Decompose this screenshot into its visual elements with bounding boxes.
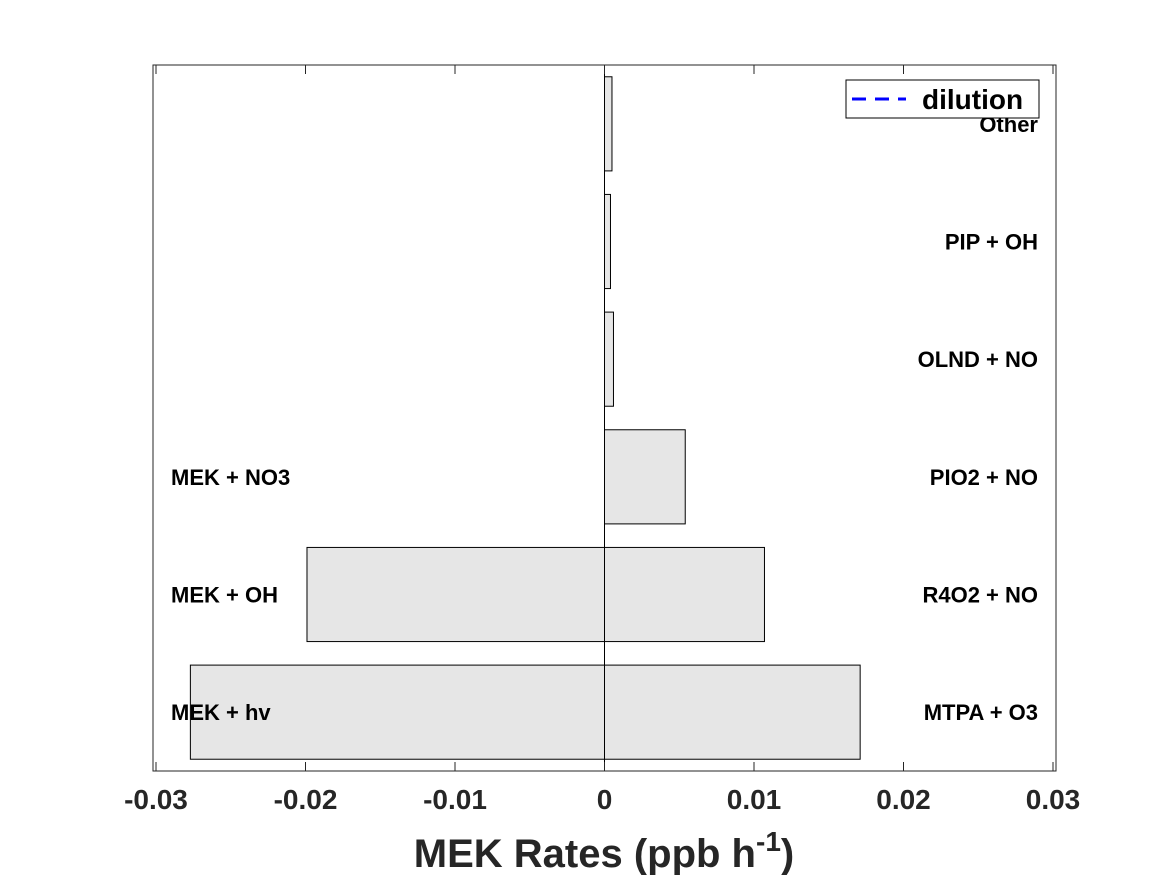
x-tick-label-2: -0.01 bbox=[423, 784, 487, 815]
x-tick-label-3: 0 bbox=[597, 784, 613, 815]
x-axis-title-main: MEK Rates (ppb h bbox=[414, 832, 756, 875]
bar-production-4 bbox=[604, 193, 611, 290]
x-axis-title-suffix: ) bbox=[781, 832, 794, 875]
bars-group bbox=[189, 76, 861, 760]
loss-label-2: MEK + NO3 bbox=[171, 465, 290, 490]
production-label-3: OLND + NO bbox=[918, 347, 1038, 372]
bar-loss-0 bbox=[189, 664, 605, 760]
x-tick-label-1: -0.02 bbox=[274, 784, 338, 815]
bar-production-1 bbox=[604, 546, 765, 643]
bar-loss-1 bbox=[306, 546, 605, 643]
legend: dilution bbox=[845, 79, 1040, 119]
x-tick-label-6: 0.03 bbox=[1026, 784, 1081, 815]
x-axis-title-superscript: -1 bbox=[756, 826, 781, 857]
bar-production-3 bbox=[604, 311, 614, 407]
legend-dilution-label: dilution bbox=[922, 84, 1023, 115]
bar-production-2 bbox=[604, 429, 686, 525]
x-axis-title: MEK Rates (ppb h-1) bbox=[414, 826, 794, 875]
x-tick-label-5: 0.02 bbox=[876, 784, 931, 815]
production-label-2: PIO2 + NO bbox=[930, 465, 1038, 490]
production-label-1: R4O2 + NO bbox=[922, 583, 1038, 608]
x-tick-label-0: -0.03 bbox=[124, 784, 188, 815]
production-label-0: MTPA + O3 bbox=[924, 700, 1038, 725]
x-tick-label-4: 0.01 bbox=[727, 784, 782, 815]
bar-production-0 bbox=[604, 664, 861, 760]
bar-production-5 bbox=[604, 76, 613, 172]
loss-label-0: MEK + hv bbox=[171, 700, 271, 725]
x-ticks-group: -0.03 -0.02 -0.01 0 0.01 0.02 0.03 bbox=[124, 65, 1080, 815]
loss-label-1: MEK + OH bbox=[171, 583, 278, 608]
bar-labels-group: MTPA + O3 MEK + hv R4O2 + NO MEK + OH PIO2 +… bbox=[171, 112, 1038, 725]
production-label-4: PIP + OH bbox=[945, 230, 1038, 255]
